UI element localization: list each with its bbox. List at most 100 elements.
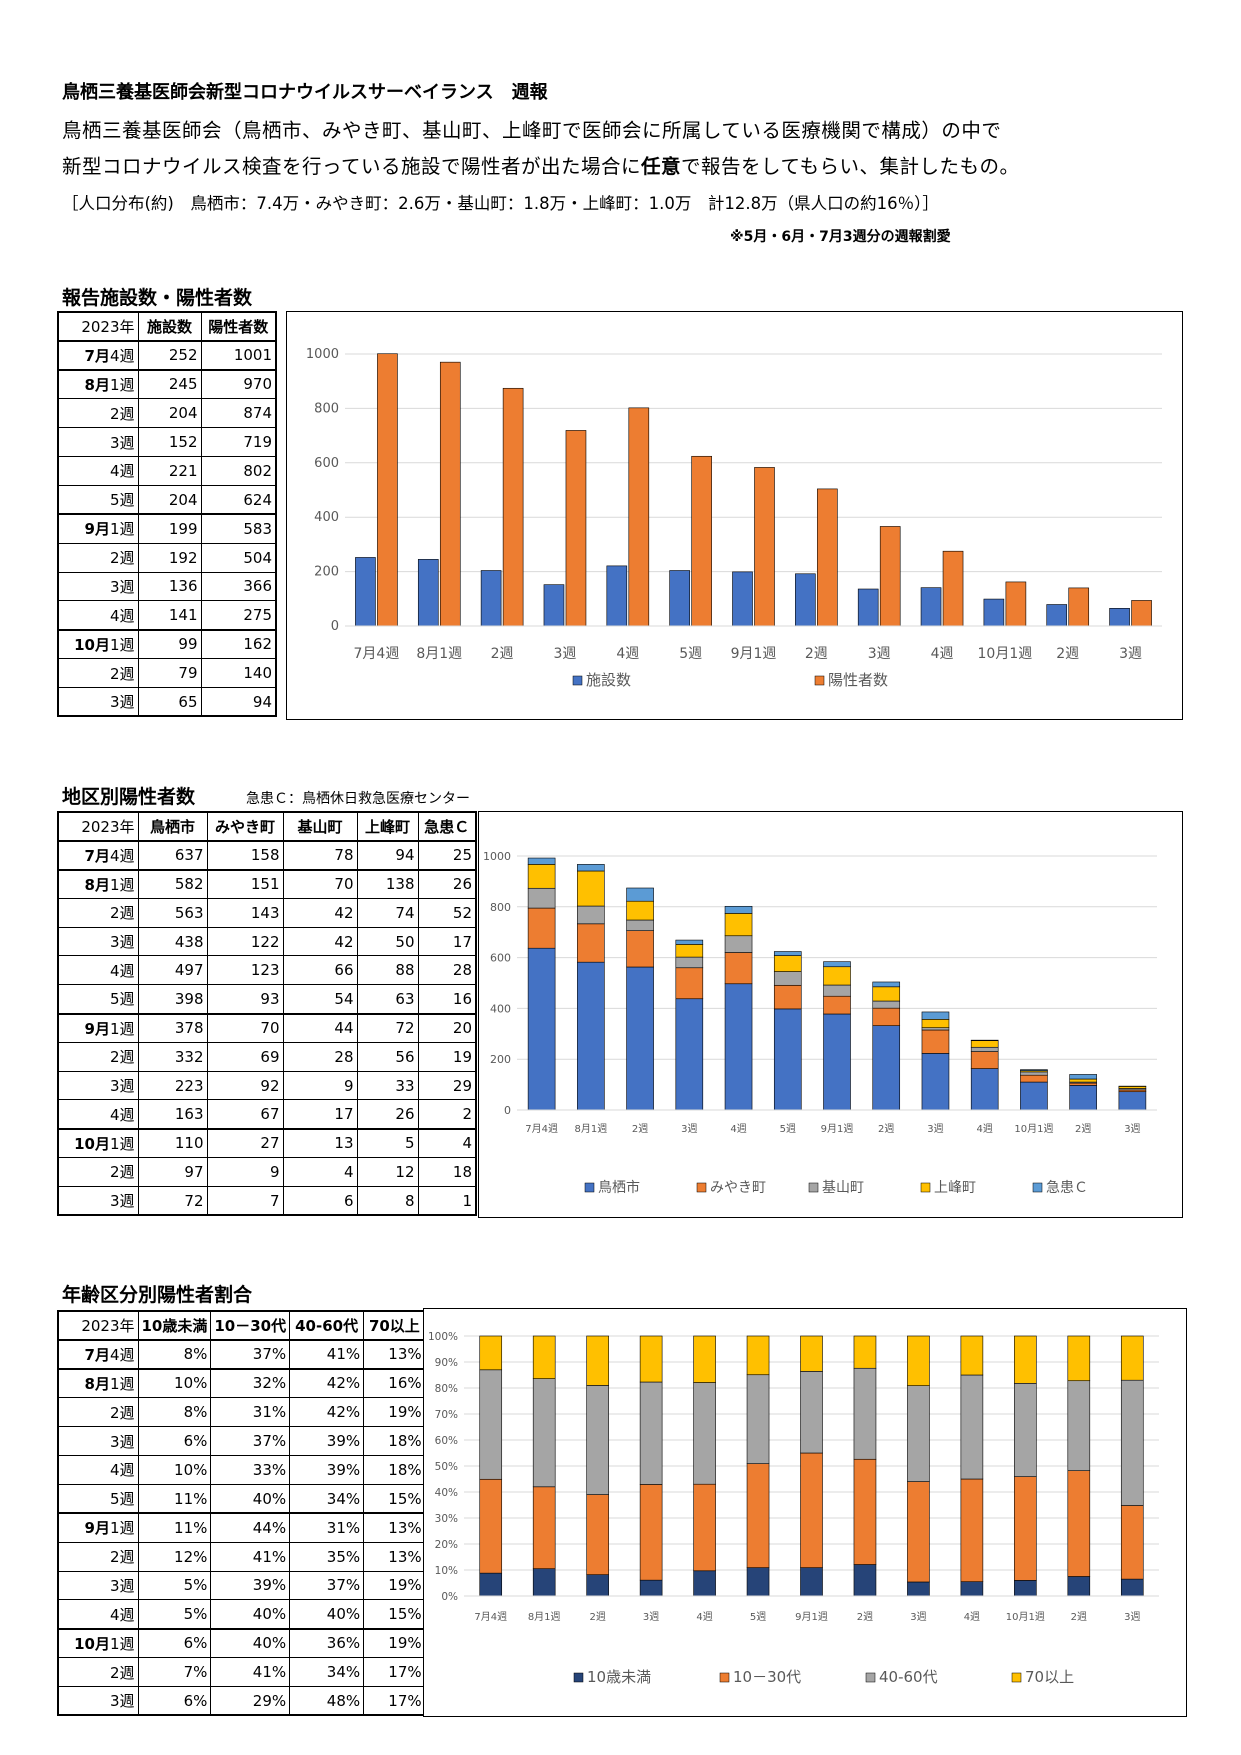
week-label-cell: 2週 [57, 1397, 139, 1428]
table-cell: 18% [363, 1454, 427, 1485]
bar-segment [693, 1382, 716, 1485]
bar [817, 488, 838, 627]
bar-segment [479, 1369, 503, 1480]
y-tick-label: 20% [435, 1539, 458, 1551]
legend-label: 陽性者数 [828, 671, 888, 689]
week-label-cell: 10月1週 [57, 1628, 139, 1659]
table-cell: 18 [417, 1157, 477, 1187]
table-cell: 40% [210, 1599, 291, 1630]
x-tick-label: 3週 [910, 1611, 926, 1623]
y-tick-label: 200 [314, 565, 339, 580]
table-cell: 122 [206, 926, 284, 957]
y-tick-label: 90% [435, 1357, 458, 1369]
bar-segment [1069, 1085, 1097, 1111]
bar [565, 430, 587, 627]
table-cell: 438 [137, 926, 208, 957]
bar-segment [586, 1494, 609, 1575]
x-tick-label: 4週 [730, 1123, 746, 1135]
bar [983, 598, 1005, 627]
table-cell: 33% [210, 1454, 291, 1485]
bar-segment [746, 1463, 770, 1568]
week-label-cell: 7月4週 [57, 340, 139, 371]
table-cell: 40% [210, 1483, 291, 1514]
y-tick-label: 600 [490, 952, 511, 965]
table-cell: 19% [363, 1397, 427, 1428]
bar-segment [746, 1374, 770, 1464]
bar [795, 573, 816, 627]
table-cell: 5% [137, 1599, 212, 1630]
table-cell: 13% [363, 1541, 427, 1572]
bar [942, 550, 964, 627]
table-row: 5週 398 93 54 63 16 [57, 984, 477, 1015]
bar-segment [872, 1007, 901, 1026]
table-cell: 9 [282, 1070, 358, 1101]
table-cell: 143 [206, 897, 284, 928]
table-header-cell: 施設数 [137, 311, 202, 342]
legend-label: 70以上 [1025, 1668, 1074, 1686]
table-cell: 332 [137, 1041, 208, 1072]
table-cell: 99 [137, 629, 202, 660]
table-row: 7月4週 8% 37% 41% 13% [57, 1339, 427, 1370]
bar-segment [823, 995, 851, 1015]
bar-segment [970, 1039, 999, 1041]
omission-note: ※5月・6月・7月3週分の週報割愛 [730, 229, 951, 245]
bar-segment [626, 930, 654, 968]
table-cell: 97 [137, 1157, 208, 1187]
table-cell: 70 [206, 1013, 284, 1043]
bar-segment [1120, 1578, 1144, 1597]
age-chart: 0% 10% 20% 30% 40% 50% 60% 70% 80% 90% 100% 7月4週 8月1… [423, 1308, 1187, 1717]
table-cell: 78 [282, 840, 358, 871]
y-tick-label: 0 [331, 619, 339, 634]
table-header-cell: 2023年 [57, 1310, 139, 1341]
bar-segment [532, 1486, 556, 1570]
table-cell: 88 [356, 955, 419, 986]
bar-segment [823, 1013, 851, 1111]
x-tick-label: 2週 [805, 646, 828, 662]
table-cell: 221 [137, 455, 202, 486]
bar-segment [693, 1570, 716, 1597]
table-cell: 12 [356, 1157, 419, 1187]
table-row: 4週 5% 40% 40% 15% [57, 1599, 427, 1630]
week-label-cell: 5週 [57, 984, 139, 1015]
y-tick-label: 80% [435, 1383, 458, 1395]
table-cell: 16% [363, 1368, 427, 1399]
table-cell: 17% [363, 1686, 427, 1716]
table-row: 2週 204 874 [57, 398, 277, 429]
table-cell: 123 [206, 955, 284, 986]
table-row: 10月1週 99 162 [57, 629, 277, 660]
table-row: 7月4週 252 1001 [57, 340, 277, 371]
bar-segment [907, 1481, 930, 1583]
table-row: 3週 152 719 [57, 427, 277, 457]
table-cell: 6% [137, 1426, 212, 1456]
table-row: 9月1週 11% 44% 31% 13% [57, 1512, 427, 1543]
bar-segment [577, 905, 605, 925]
table-cell: 497 [137, 955, 208, 986]
bar-segment [479, 1572, 503, 1597]
bar-segment [532, 1568, 556, 1597]
table-row: 3週 5% 39% 37% 19% [57, 1570, 427, 1601]
report-title: 鳥栖三養基医師会新型コロナウイルスサーベイランス 週報 [62, 82, 548, 103]
age-table: 2023年 10歳未満 10－30代 40-60代 70以上 7月4週 8% 37% 41% 13… [57, 1310, 427, 1717]
bar [1005, 581, 1027, 627]
x-tick-label: 2週 [1056, 646, 1079, 662]
bar-segment [527, 947, 556, 1111]
table-row: 2週 79 140 [57, 658, 277, 689]
bar-segment [675, 944, 704, 958]
table-cell: 19 [417, 1041, 477, 1072]
table-header-cell: 基山町 [282, 811, 358, 842]
bar-segment [1118, 1091, 1147, 1111]
bar-segment [675, 939, 704, 945]
legend-swatch [719, 1672, 730, 1683]
table-cell: 15% [363, 1599, 427, 1630]
bar-segment [773, 971, 802, 986]
bar-segment [800, 1371, 823, 1454]
bar-segment [626, 887, 654, 902]
week-label-cell: 3週 [57, 1185, 139, 1216]
chart1-svg: 0 200 400 600 800 1000 7月4週 8月1週 2週 3週 4週 5週 9月1週 2週 3… [306, 347, 1162, 689]
bar-segment [1067, 1470, 1091, 1577]
y-tick-label: 30% [435, 1513, 458, 1525]
table-cell: 15% [363, 1483, 427, 1514]
legend-swatch [1032, 1182, 1043, 1193]
bar-segment [1014, 1476, 1037, 1581]
bar-segment [853, 1458, 877, 1565]
